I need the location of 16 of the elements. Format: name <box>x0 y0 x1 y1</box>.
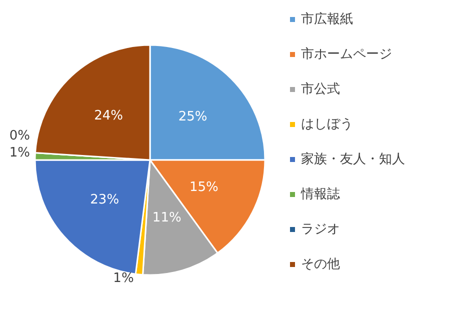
legend-label: 市広報紙 <box>301 11 353 27</box>
data-label: 15% <box>189 180 218 195</box>
legend-label: 家族・友人・知人 <box>301 151 405 167</box>
legend-label: その他 <box>301 257 340 272</box>
legend-label: ラジオ <box>301 222 340 237</box>
legend-label: 情報誌 <box>300 187 340 202</box>
legend-label: 市公式 <box>301 82 340 97</box>
data-label: 1% <box>9 146 30 160</box>
data-label: 23% <box>90 192 120 208</box>
data-label: 25% <box>178 110 208 125</box>
data-label: 24% <box>94 108 124 124</box>
legend-label: 市ホームページ <box>301 47 392 62</box>
text: 0% <box>9 128 30 144</box>
data-label: 11% <box>152 210 182 226</box>
data-label: 1% <box>113 270 134 286</box>
legend-label: はしぼう <box>301 117 353 132</box>
